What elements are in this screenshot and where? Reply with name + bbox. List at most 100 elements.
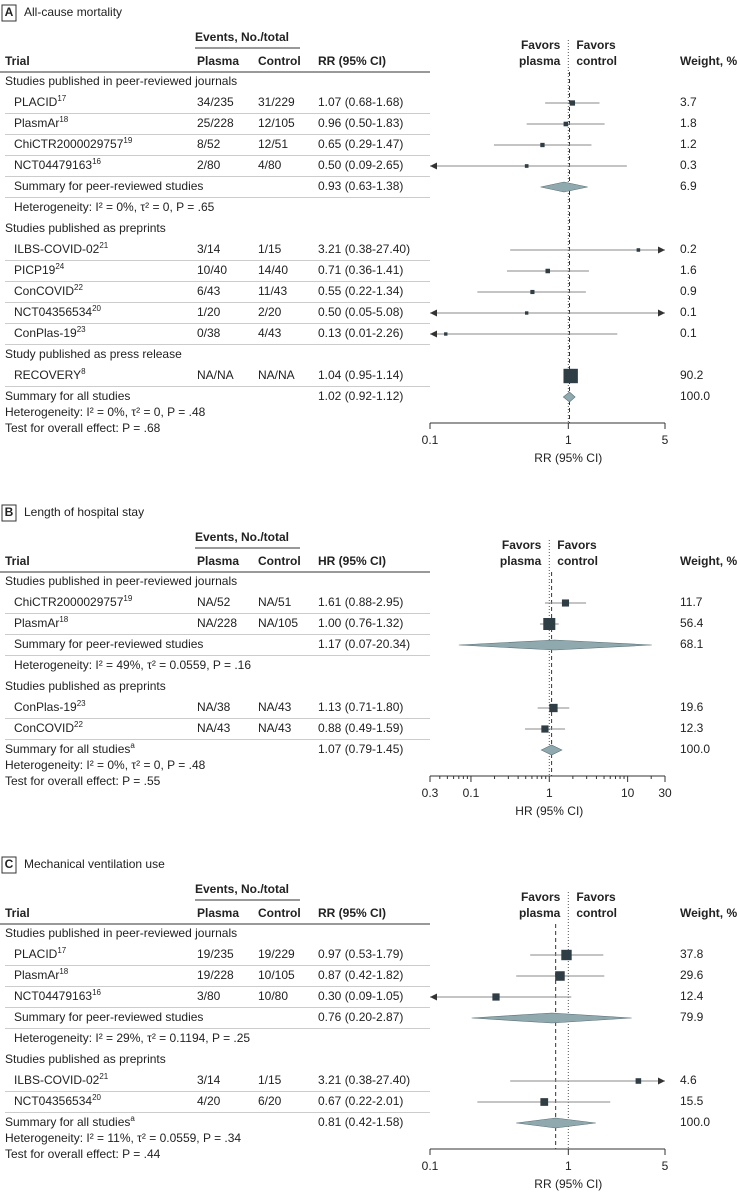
column-header: RR (95% CI) bbox=[318, 54, 386, 68]
panel-title: All-cause mortality bbox=[24, 5, 122, 19]
estimate-square bbox=[561, 949, 572, 961]
reference: 24 bbox=[55, 262, 64, 271]
x-tick-label: 1 bbox=[565, 1159, 572, 1173]
estimate-square bbox=[549, 703, 558, 713]
control-events: NA/51 bbox=[258, 595, 292, 609]
group-label: Studies published in peer-reviewed journ… bbox=[5, 574, 237, 588]
estimate-square bbox=[444, 332, 448, 336]
x-axis-label: RR (95% CI) bbox=[534, 1177, 602, 1191]
trial-name: ChiCTR200002975719 bbox=[14, 594, 133, 609]
estimate-square bbox=[636, 248, 641, 252]
reference: 18 bbox=[59, 967, 68, 976]
summary-diamond bbox=[540, 181, 588, 193]
x-tick-label: 1 bbox=[565, 433, 572, 447]
ci-label: 0.67 (0.22-2.01) bbox=[318, 1094, 403, 1108]
plasma-events: 3/80 bbox=[197, 989, 221, 1003]
reference: 19 bbox=[123, 136, 132, 145]
estimate-square bbox=[543, 617, 556, 631]
label-text: Summary for peer-reviewed studies bbox=[14, 179, 203, 193]
weight-label: 0.1 bbox=[680, 305, 697, 319]
ci-label: 0.96 (0.50-1.83) bbox=[318, 116, 403, 130]
weight-label: 12.3 bbox=[680, 721, 704, 735]
reference: 21 bbox=[99, 1072, 108, 1081]
weight-label: 68.1 bbox=[680, 637, 704, 651]
plasma-events: 2/80 bbox=[197, 158, 221, 172]
plasma-events: 34/235 bbox=[197, 95, 234, 109]
x-tick-label: 0.1 bbox=[422, 433, 439, 447]
trial-name: ConCOVID22 bbox=[14, 283, 83, 298]
reference: 23 bbox=[77, 325, 86, 334]
ci-label: 0.71 (0.36-1.41) bbox=[318, 263, 403, 277]
control-events: 31/229 bbox=[258, 95, 295, 109]
events-header: Events, No./total bbox=[195, 30, 289, 44]
reference: 22 bbox=[74, 720, 83, 729]
ci-label: 0.30 (0.09-1.05) bbox=[318, 989, 403, 1003]
plasma-events: 25/228 bbox=[197, 116, 234, 130]
estimate-square bbox=[561, 599, 570, 607]
reference: 20 bbox=[92, 1093, 101, 1102]
heterogeneity-note: Heterogeneity: I² = 49%, τ² = 0.0559, P … bbox=[14, 658, 251, 672]
favors-label: Favors bbox=[557, 538, 597, 552]
control-events: 1/15 bbox=[258, 1073, 282, 1087]
estimate-square bbox=[524, 164, 529, 168]
estimate-square bbox=[563, 121, 569, 127]
weight-label: 12.4 bbox=[680, 989, 704, 1003]
weight-label: 1.8 bbox=[680, 116, 697, 130]
trial-name: ConPlas-1923 bbox=[14, 699, 86, 714]
footer-note: Heterogeneity: I² = 0%, τ² = 0, P = .48 bbox=[5, 405, 206, 419]
estimate-square bbox=[530, 289, 535, 295]
favors-label: Favors bbox=[502, 538, 542, 552]
label-text: ChiCTR2000029757 bbox=[14, 595, 124, 609]
label-text: NCT04356534 bbox=[14, 305, 92, 319]
trial-name: NCT0447916316 bbox=[14, 157, 102, 172]
group-label: Studies published in peer-reviewed journ… bbox=[5, 926, 237, 940]
plasma-events: NA/228 bbox=[197, 616, 237, 630]
label-text: PICP19 bbox=[14, 263, 56, 277]
label-text: Summary for all studies bbox=[5, 1115, 130, 1129]
reference: a bbox=[130, 741, 135, 750]
reference: 23 bbox=[77, 699, 86, 708]
ci-label: 1.13 (0.71-1.80) bbox=[318, 700, 403, 714]
weight-label: 0.3 bbox=[680, 158, 697, 172]
weight-label: 29.6 bbox=[680, 968, 704, 982]
label-text: NCT04479163 bbox=[14, 158, 92, 172]
label-text: ILBS-COVID-02 bbox=[14, 242, 100, 256]
trial-name: ConPlas-1923 bbox=[14, 325, 86, 340]
group-label: Study published as press release bbox=[5, 347, 182, 361]
favors-label: control bbox=[576, 54, 617, 68]
favors-label: plasma bbox=[519, 54, 561, 68]
panel-letter: A bbox=[5, 5, 14, 19]
control-events: 10/80 bbox=[258, 989, 288, 1003]
column-header: Trial bbox=[5, 554, 30, 568]
summary-label: Summary for peer-reviewed studies bbox=[14, 179, 203, 193]
favors-label: control bbox=[576, 906, 617, 920]
column-header: Trial bbox=[5, 54, 30, 68]
label-text: PlasmAr bbox=[14, 616, 59, 630]
plasma-events: NA/52 bbox=[197, 595, 231, 609]
control-events: NA/NA bbox=[258, 368, 295, 382]
weight-label: 100.0 bbox=[680, 1115, 710, 1129]
estimate-square bbox=[524, 311, 529, 315]
reference: 18 bbox=[59, 615, 68, 624]
control-events: 2/20 bbox=[258, 305, 282, 319]
panel-title: Length of hospital stay bbox=[24, 505, 144, 519]
summary-diamond bbox=[562, 391, 576, 403]
summary-label: Summary for peer-reviewed studies bbox=[14, 1010, 203, 1024]
label-text: ConCOVID bbox=[14, 284, 74, 298]
control-events: NA/43 bbox=[258, 721, 292, 735]
ci-arrow bbox=[658, 1077, 665, 1085]
label-text: Summary for peer-reviewed studies bbox=[14, 637, 203, 651]
x-tick-label: 0.3 bbox=[422, 786, 439, 800]
ci-arrow bbox=[430, 993, 437, 1001]
label-text: RECOVERY bbox=[14, 368, 81, 382]
estimate-square bbox=[540, 1098, 549, 1106]
panel-letter: C bbox=[5, 857, 14, 871]
label-text: ILBS-COVID-02 bbox=[14, 1073, 100, 1087]
ci-arrow bbox=[430, 330, 437, 338]
weight-label: 19.6 bbox=[680, 700, 704, 714]
footer-note: Test for overall effect: P = .44 bbox=[5, 1147, 161, 1161]
summary-diamond bbox=[458, 639, 652, 651]
weight-label: 90.2 bbox=[680, 368, 704, 382]
events-header: Events, No./total bbox=[195, 882, 289, 896]
